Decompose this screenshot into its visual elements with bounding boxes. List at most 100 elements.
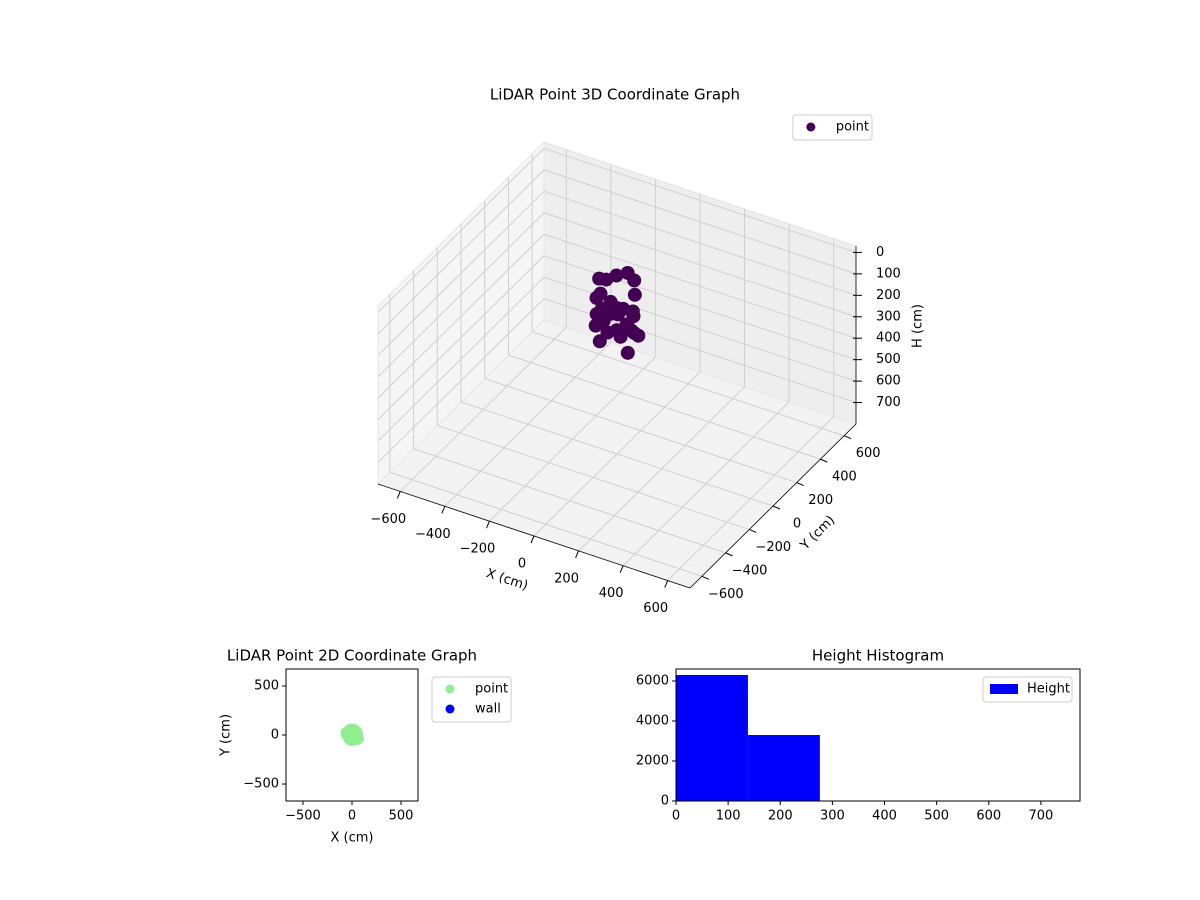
x-tick-label: 100 [716, 809, 741, 824]
legend: Height [982, 676, 1073, 703]
y-axis-label: Y (cm) [797, 513, 838, 554]
legend-swatch [990, 684, 1019, 694]
y-axis-label: Y (cm) [219, 714, 234, 757]
y-tick [725, 552, 733, 557]
grid-line [377, 233, 545, 399]
x-tick-label: 200 [554, 571, 579, 586]
x-tick [530, 535, 535, 544]
grid-line [389, 471, 703, 577]
z-tick-label: 700 [876, 395, 901, 410]
y-tick-label: 500 [254, 678, 279, 693]
x-axis [377, 483, 691, 589]
y-tick [843, 435, 852, 440]
x-tick-label: 500 [924, 809, 949, 824]
chart-title: LiDAR Point 2D Coordinate Graph [227, 647, 477, 665]
bar [676, 675, 748, 801]
y-tick [772, 505, 781, 510]
point [627, 287, 642, 302]
axes-frame [675, 668, 1081, 802]
z-tick-label: 500 [876, 352, 901, 367]
grid-line [543, 212, 857, 318]
grid-line [413, 448, 726, 554]
grid-line [437, 424, 750, 530]
x-tick [396, 491, 401, 499]
x-tick-label: 0 [348, 809, 356, 824]
grid-line [508, 354, 821, 460]
point [593, 286, 608, 301]
y-tick-label: 2000 [636, 754, 669, 769]
y-tick-label: 600 [856, 446, 881, 461]
point [627, 273, 642, 288]
y-tick-label: 4000 [636, 714, 669, 729]
x-tick-label: 400 [599, 586, 624, 601]
x-tick-label: −400 [415, 527, 451, 542]
z-tick-label: 400 [876, 331, 901, 346]
legend-marker [806, 122, 816, 132]
x-tick [664, 580, 669, 588]
x-tick [619, 565, 624, 573]
x-tick-label: 600 [643, 601, 668, 616]
y-axis [689, 423, 857, 589]
x-tick-label: 300 [820, 809, 845, 824]
x-tick [575, 550, 580, 559]
legend-label: wall [475, 702, 501, 717]
legend-marker [445, 704, 455, 714]
grid-line [377, 212, 545, 378]
point [627, 325, 642, 340]
grid-line [484, 378, 797, 484]
y-tick-label: 0 [661, 794, 669, 809]
point [611, 307, 626, 322]
x-tick-label: −600 [370, 512, 406, 527]
legend: point [792, 114, 873, 141]
grid-line [377, 148, 545, 313]
point [599, 272, 614, 287]
point [613, 329, 628, 344]
y-tick-label: 6000 [636, 674, 669, 689]
z-tick-label: 100 [876, 266, 901, 281]
legend-box [982, 676, 1073, 703]
grid-line [377, 255, 545, 421]
legend-label: point [836, 120, 869, 135]
x-tick-label: 400 [872, 809, 897, 824]
z-tick-label: 200 [876, 288, 901, 303]
legend-box [792, 114, 873, 141]
chart-title: Height Histogram [812, 647, 944, 665]
y-tick-label: 0 [271, 728, 279, 743]
y-tick-label: 200 [808, 493, 833, 508]
y-tick [749, 528, 757, 533]
legend-label: point [475, 682, 508, 697]
grid-line [377, 276, 545, 442]
x-tick-label: −200 [460, 542, 496, 557]
x-tick [441, 506, 446, 514]
point [353, 736, 363, 746]
point [592, 334, 607, 349]
z-tick-label: 600 [876, 374, 901, 389]
y-tick-label: 0 [793, 517, 801, 532]
grid-line [543, 233, 857, 339]
point [625, 304, 640, 319]
y-tick-label: 400 [832, 470, 857, 485]
x-tick-label: −500 [285, 809, 321, 824]
x-tick-label: 600 [976, 809, 1001, 824]
axes-frame [285, 668, 419, 802]
y-tick-label: −200 [755, 540, 791, 555]
x-tick [485, 520, 490, 529]
bar [747, 735, 820, 801]
z-tick-label: 300 [876, 309, 901, 324]
grid-line [460, 401, 774, 507]
x-tick-label: 0 [518, 557, 526, 572]
grid-line [543, 147, 857, 253]
y-tick-label: −500 [243, 777, 279, 792]
x-tick-label: 0 [672, 809, 680, 824]
grid-line [531, 331, 845, 437]
grid-line [543, 169, 857, 275]
grid-line [377, 169, 545, 335]
grid-line [543, 190, 857, 296]
y-tick [820, 458, 828, 463]
y-tick-label: −400 [732, 563, 768, 578]
z-axis-label: H (cm) [911, 304, 926, 348]
z-tick-label: 0 [876, 245, 884, 260]
legend-marker [445, 684, 455, 694]
point [348, 726, 358, 736]
